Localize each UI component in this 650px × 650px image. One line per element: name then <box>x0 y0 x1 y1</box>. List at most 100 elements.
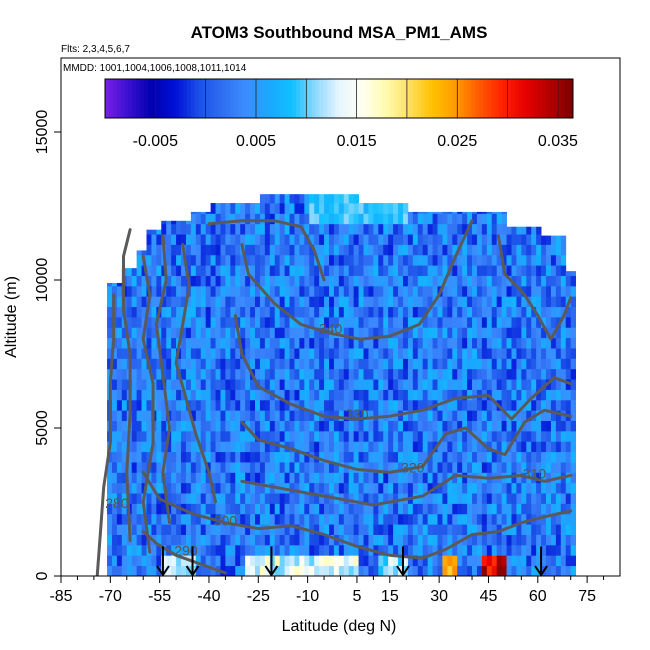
heatmap-cell <box>550 285 557 297</box>
heatmap-cell <box>412 244 419 256</box>
heatmap-cell <box>250 462 256 473</box>
heatmap-cell <box>546 306 552 318</box>
heatmap-cell <box>324 203 330 214</box>
heatmap-cell <box>348 194 355 204</box>
heatmap-cell <box>373 503 379 515</box>
heatmap-cell <box>284 524 290 535</box>
heatmap-cell <box>570 565 577 576</box>
heatmap-cell <box>171 296 177 308</box>
heatmap-cell <box>274 348 281 359</box>
heatmap-cell <box>398 462 404 473</box>
heatmap-cell <box>245 513 251 525</box>
heatmap-cell <box>136 555 142 567</box>
heatmap-cell <box>107 348 113 359</box>
heatmap-cell <box>259 337 266 349</box>
heatmap-cell <box>363 327 369 339</box>
heatmap-cell <box>398 451 404 463</box>
heatmap-cell <box>541 524 547 535</box>
heatmap-cell <box>373 296 379 308</box>
heatmap-cell <box>185 265 192 276</box>
heatmap-cell <box>333 410 340 421</box>
heatmap-cell <box>550 524 557 535</box>
heatmap-cell <box>111 534 118 546</box>
heatmap-cell <box>402 544 409 556</box>
heatmap-cell <box>358 337 364 349</box>
heatmap-cell <box>111 282 118 287</box>
heatmap-cell <box>388 472 394 484</box>
heatmap-cell <box>422 379 429 390</box>
heatmap-cell <box>472 441 478 453</box>
heatmap-cell <box>437 213 443 225</box>
heatmap-cell <box>294 430 300 442</box>
heatmap-cell <box>279 503 285 515</box>
heatmap-cell <box>161 493 167 504</box>
heatmap-cell <box>259 555 266 567</box>
colorbar-segment <box>479 79 484 118</box>
heatmap-cell <box>220 265 226 276</box>
heatmap-cell <box>131 544 138 556</box>
colorbar-segment <box>530 79 535 118</box>
heatmap-cell <box>230 524 236 535</box>
colorbar-segment <box>417 79 422 118</box>
heatmap-cell <box>427 327 433 339</box>
heatmap-cell <box>457 441 463 453</box>
heatmap-cell <box>496 368 503 380</box>
heatmap-cell <box>393 285 399 297</box>
heatmap-cell <box>314 317 320 328</box>
heatmap-cell <box>284 317 290 328</box>
heatmap-cell <box>452 503 458 515</box>
heatmap-cell <box>171 544 177 556</box>
heatmap-cell <box>328 275 335 287</box>
heatmap-cell <box>146 275 152 287</box>
heatmap-cell <box>181 565 187 576</box>
heatmap-cell <box>432 317 438 328</box>
heatmap-cell <box>107 534 113 546</box>
heatmap-cell <box>121 368 128 380</box>
heatmap-cell <box>383 493 389 504</box>
heatmap-cell <box>447 254 453 266</box>
heatmap-cell <box>383 451 389 463</box>
heatmap-cell <box>550 503 557 515</box>
heatmap-cell <box>225 472 231 484</box>
heatmap-cell <box>205 565 212 576</box>
heatmap-cell <box>496 213 503 225</box>
heatmap-cell <box>274 213 281 225</box>
heatmap-cell <box>121 430 128 442</box>
heatmap-cell <box>264 194 271 204</box>
heatmap-cell <box>516 285 522 297</box>
heatmap-cell <box>550 379 557 390</box>
heatmap-cell <box>555 337 562 349</box>
heatmap-cell <box>348 493 355 504</box>
heatmap-cell <box>496 493 503 504</box>
heatmap-cell <box>324 472 330 484</box>
heatmap-cell <box>220 493 226 504</box>
heatmap-cell <box>225 420 231 432</box>
heatmap-cell <box>491 441 498 453</box>
heatmap-cell <box>284 337 290 349</box>
heatmap-cell <box>353 534 359 546</box>
heatmap-cell <box>343 265 350 276</box>
heatmap-cell <box>250 223 256 235</box>
heatmap-cell <box>437 379 443 390</box>
heatmap-cell <box>427 513 433 525</box>
heatmap-cell <box>240 389 246 401</box>
heatmap-cell <box>274 234 281 245</box>
heatmap-cell <box>190 265 197 276</box>
heatmap-cell <box>412 337 419 349</box>
heatmap-cell <box>161 430 167 442</box>
heatmap-cell <box>486 211 493 214</box>
colorbar-segment <box>436 79 441 118</box>
heatmap-cell <box>481 379 488 390</box>
heatmap-cell <box>166 472 172 484</box>
heatmap-cell <box>541 317 547 328</box>
heatmap-cell <box>190 337 197 349</box>
heatmap-cell <box>353 368 359 380</box>
heatmap-cell <box>171 223 177 235</box>
heatmap-cell <box>432 358 438 370</box>
heatmap-cell <box>319 368 325 380</box>
heatmap-cell <box>393 472 399 484</box>
heatmap-cell <box>506 565 512 576</box>
heatmap-cell <box>462 275 468 287</box>
heatmap-cell <box>131 472 138 484</box>
heatmap-cell <box>516 317 522 328</box>
